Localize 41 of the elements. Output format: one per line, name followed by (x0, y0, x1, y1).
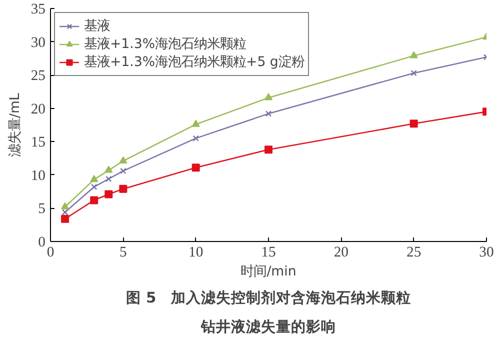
point (90, 196, 98, 204)
y-tick-label: 5 (38, 201, 46, 218)
point (264, 93, 272, 100)
x-tick-label: 15 (261, 244, 276, 260)
y-tick-label: 30 (30, 34, 46, 51)
point (104, 190, 113, 198)
point (410, 51, 418, 58)
y-tick-label: 25 (30, 68, 46, 84)
point (410, 70, 417, 76)
x-tick-label: 20 (334, 244, 348, 260)
x-tick-label: 5 (120, 244, 127, 260)
legend-label: 基液 (84, 18, 110, 35)
y-axis-title: 滤失量/mL (8, 92, 23, 157)
y-tick-label: 15 (30, 134, 46, 151)
y-tick-label: 20 (30, 101, 46, 118)
x-tick-label: 30 (479, 244, 494, 260)
point (90, 184, 98, 190)
point (106, 176, 112, 182)
x-axis-title: 时间/min (240, 264, 296, 280)
x-tick-label: 10 (188, 244, 204, 260)
point (410, 120, 418, 128)
legend-label: 基液+1.3%海泡石纳米颗粒+5 g淀粉 (84, 54, 304, 71)
point (265, 110, 272, 117)
y-tick-label: 10 (30, 168, 46, 184)
point (120, 168, 126, 174)
point (264, 146, 272, 154)
point (119, 184, 128, 193)
y-tick-label: 35 (30, 2, 46, 18)
point (62, 209, 68, 216)
point (61, 214, 70, 223)
point (192, 164, 200, 172)
y-tick-label: 0 (38, 234, 46, 250)
point (192, 120, 200, 127)
point (119, 156, 128, 164)
point (192, 135, 199, 142)
point (61, 202, 70, 210)
point (104, 166, 113, 173)
legend-label: 基液+1.3%海泡石纳米颗粒 (84, 36, 246, 53)
point (90, 175, 98, 182)
x-tick-label: 25 (406, 244, 422, 260)
text: 图 5 加入滤失控制剂对含海泡石纳米颗粒钻井液滤失量的影响 (126, 288, 412, 336)
